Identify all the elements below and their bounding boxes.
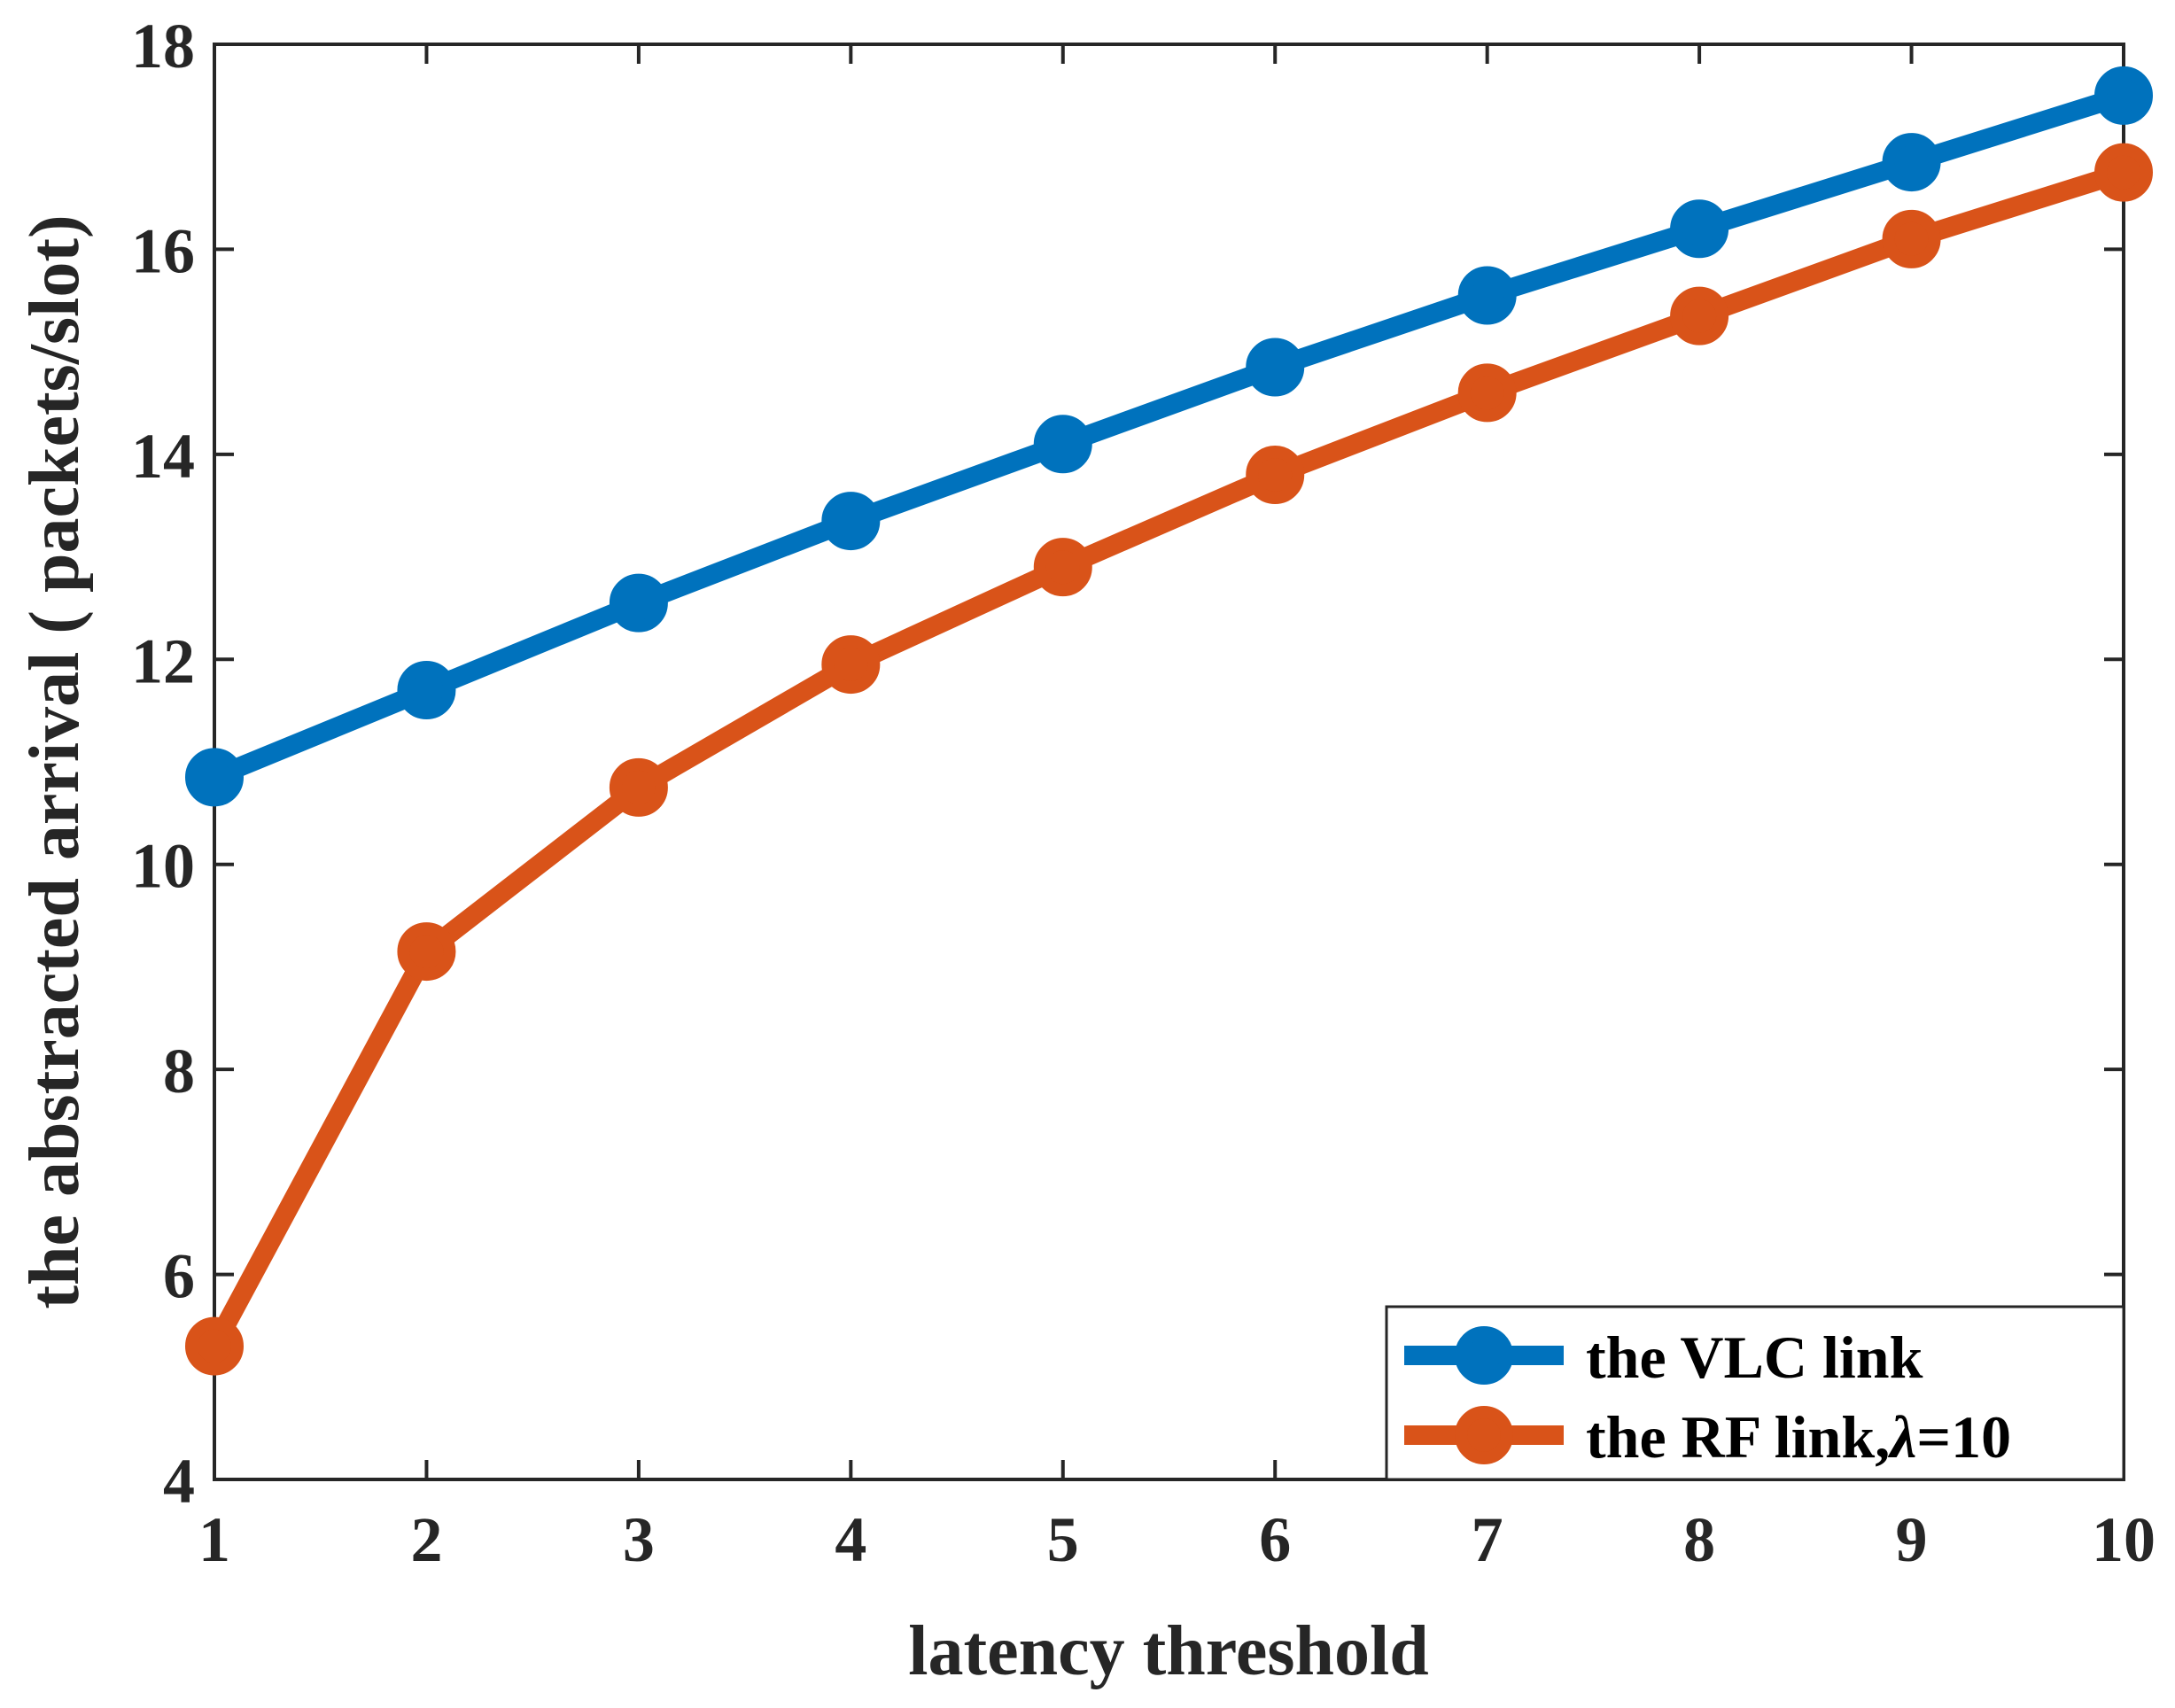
legend-marker-rf bbox=[1455, 1406, 1513, 1464]
series-layer bbox=[185, 66, 2153, 1376]
x-tick-label: 2 bbox=[410, 1504, 442, 1575]
data-point bbox=[2094, 143, 2153, 202]
legend-label-rf: the RF link,λ=10 bbox=[1586, 1403, 2011, 1471]
legend-label-rf-prefix: the RF link, bbox=[1586, 1403, 1890, 1471]
x-axis: 1 2 3 4 5 6 7 8 9 10 bbox=[198, 44, 2156, 1575]
series-rf bbox=[185, 143, 2153, 1376]
data-point bbox=[1033, 415, 1092, 474]
y-tick-label: 10 bbox=[131, 831, 195, 902]
legend-label-vlc: the VLC link bbox=[1586, 1324, 1923, 1391]
data-point bbox=[1457, 266, 1517, 325]
y-tick-label: 14 bbox=[131, 421, 195, 492]
y-axis-title: the abstracted arrival ( packets/slot) bbox=[16, 214, 94, 1308]
data-point bbox=[1457, 363, 1517, 423]
x-tick-label: 5 bbox=[1047, 1504, 1079, 1575]
y-axis: 4 6 8 10 12 14 16 18 bbox=[131, 11, 2124, 1517]
x-tick-label: 3 bbox=[623, 1504, 655, 1575]
y-tick-label: 8 bbox=[163, 1036, 195, 1106]
data-point bbox=[397, 922, 456, 982]
data-point bbox=[185, 748, 244, 807]
legend-label-rf-suffix: =10 bbox=[1916, 1403, 2011, 1471]
data-point bbox=[1246, 446, 1305, 504]
data-point bbox=[1670, 286, 1729, 345]
data-point bbox=[821, 492, 881, 551]
data-point bbox=[609, 573, 668, 633]
x-tick-label: 4 bbox=[835, 1504, 866, 1575]
data-point bbox=[1882, 133, 1941, 192]
data-point bbox=[609, 757, 668, 817]
x-tick-label: 10 bbox=[2092, 1504, 2156, 1575]
data-point bbox=[821, 635, 881, 695]
y-tick-label: 6 bbox=[163, 1241, 195, 1312]
legend-box bbox=[1385, 1305, 2125, 1481]
x-tick-label: 9 bbox=[1896, 1504, 1928, 1575]
series-line bbox=[205, 162, 2133, 1356]
data-point bbox=[185, 1316, 244, 1376]
lambda-symbol: λ bbox=[1887, 1403, 1916, 1471]
x-axis-title: latency threshold bbox=[908, 1612, 1428, 1690]
x-tick-label: 7 bbox=[1472, 1504, 1503, 1575]
data-point bbox=[397, 661, 456, 719]
legend: the VLC link the RF link,λ=10 bbox=[1385, 1305, 2125, 1481]
data-point bbox=[2094, 66, 2153, 125]
legend-marker-vlc bbox=[1455, 1326, 1513, 1385]
data-point bbox=[1882, 209, 1941, 268]
series-line bbox=[205, 85, 2133, 788]
y-tick-label: 16 bbox=[131, 215, 195, 286]
x-tick-label: 6 bbox=[1259, 1504, 1291, 1575]
data-point bbox=[1246, 338, 1305, 397]
y-tick-label: 18 bbox=[131, 11, 195, 82]
x-tick-label: 1 bbox=[198, 1504, 230, 1575]
y-tick-label: 12 bbox=[131, 625, 195, 696]
data-point bbox=[1670, 199, 1729, 259]
series-vlc bbox=[185, 66, 2153, 807]
x-tick-label: 8 bbox=[1683, 1504, 1715, 1575]
data-point bbox=[1033, 538, 1092, 597]
y-tick-label: 4 bbox=[163, 1446, 195, 1517]
